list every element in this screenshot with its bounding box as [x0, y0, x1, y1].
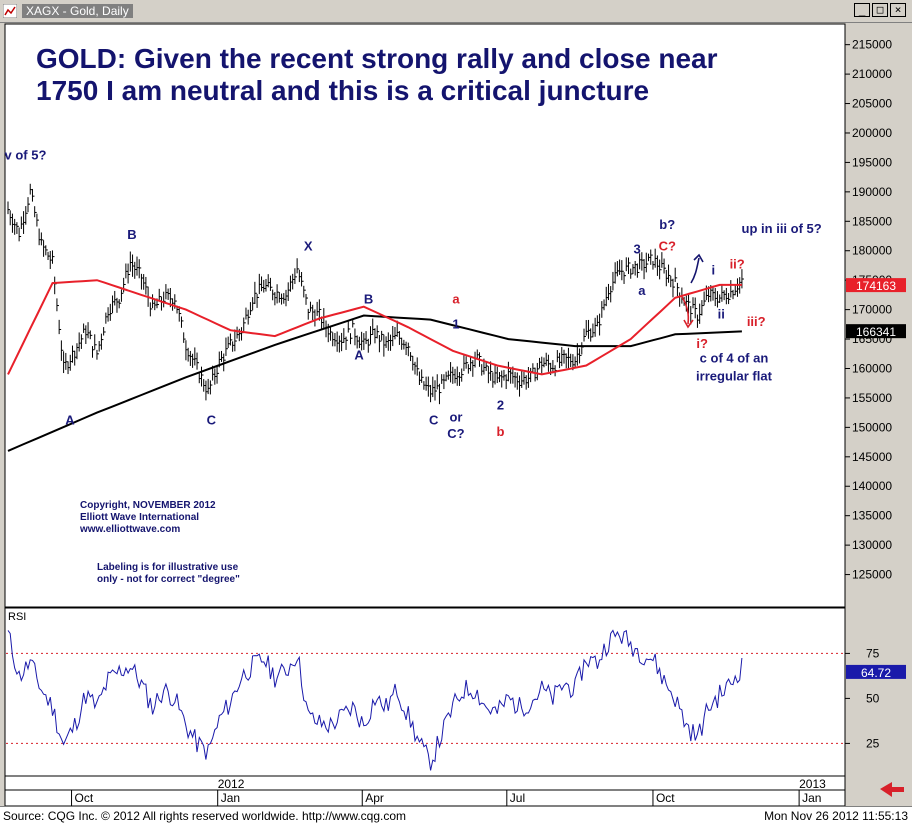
wave-label: 3	[633, 242, 640, 257]
wave-label: up in iii of 5?	[742, 221, 822, 236]
headline-line2: 1750 I am neutral and this is a critical…	[36, 75, 649, 106]
price-y-tick-label: 140000	[852, 479, 892, 493]
rsi-tag-label: 64.72	[861, 666, 891, 680]
restore-button[interactable]: □	[872, 3, 888, 17]
rsi-y-tick-label: 50	[866, 691, 880, 705]
wave-label: or	[449, 409, 462, 424]
wave-label: C?	[659, 239, 676, 254]
time-tick-label: Apr	[365, 791, 384, 805]
chart-app-icon	[3, 4, 17, 18]
year-label: 2012	[218, 777, 245, 791]
price-panel	[4, 23, 846, 608]
restore-icon: □	[876, 3, 884, 16]
price-y-tick-label: 180000	[852, 244, 892, 258]
last-price-tag-label: 166341	[856, 325, 896, 339]
wave-label: C	[207, 412, 217, 427]
price-y-tick-label: 205000	[852, 97, 892, 111]
rsi-tag-bg	[846, 664, 906, 679]
wave-label: C	[429, 412, 439, 427]
year-label: 2013	[799, 777, 826, 791]
wave-label: a	[638, 283, 646, 298]
time-tick-label: Oct	[656, 791, 675, 805]
wave-label: b	[496, 424, 504, 439]
price-bars	[7, 183, 744, 405]
last-price-tag	[846, 278, 906, 293]
time-tick-label: Jul	[510, 791, 525, 805]
wave-label: A	[65, 412, 75, 427]
disclaimer-line1: Labeling is for illustrative use	[97, 562, 239, 573]
close-button[interactable]: ×	[890, 3, 906, 17]
wave-label: b?	[659, 217, 675, 232]
last-price-tags: 174163 166341	[846, 278, 906, 339]
wave-label: iii?	[747, 314, 766, 329]
last-price-tag-label: 174163	[856, 279, 896, 293]
scroll-left-arrow-icon[interactable]	[880, 782, 904, 797]
price-y-tick-label: 195000	[852, 155, 892, 169]
up-arrow	[690, 253, 704, 284]
wave-label: X	[304, 239, 313, 254]
rsi-title: RSI	[8, 611, 26, 623]
wave-label: B	[127, 227, 136, 242]
wave-label: i	[712, 262, 716, 277]
time-tick-label: Jan	[221, 791, 240, 805]
price-y-tick-label: 130000	[852, 538, 892, 552]
price-y-tick-label: 215000	[852, 38, 892, 52]
wave-label: irregular flat	[696, 368, 773, 383]
price-y-tick-label: 200000	[852, 126, 892, 140]
time-tick-label: Oct	[75, 791, 94, 805]
wave-label: c of 4 of an	[700, 351, 769, 366]
price-y-tick-label: 150000	[852, 420, 892, 434]
minimize-icon: _	[858, 3, 866, 16]
close-icon: ×	[894, 3, 902, 16]
price-y-tick-label: 185000	[852, 214, 892, 228]
last-price-tag	[846, 324, 906, 339]
price-y-tick-label: 160000	[852, 361, 892, 375]
wave-label: 1	[452, 316, 459, 331]
minimize-button[interactable]: _	[854, 3, 870, 17]
wave-label: B	[364, 292, 373, 307]
wave-label: ii?	[730, 256, 745, 271]
wave-label: C?	[447, 426, 464, 441]
headline-line1: GOLD: Given the recent strong rally and …	[36, 43, 718, 74]
wave-label: i?	[696, 336, 708, 351]
wave-label: ii	[718, 306, 725, 321]
price-y-tick-label: 145000	[852, 450, 892, 464]
ma-fast-line	[7, 279, 742, 376]
rsi-panel	[4, 607, 846, 777]
rsi-y-axis: 25 50 75	[845, 646, 880, 750]
rsi-y-tick-label: 25	[866, 736, 880, 750]
copyright-line1: Copyright, NOVEMBER 2012	[80, 500, 216, 511]
copyright-line2: Elliott Wave International	[80, 512, 199, 523]
price-y-axis: 125000 130000 135000 140000 145000 150000 1550…	[845, 38, 892, 582]
rsi-y-tick-label: 75	[866, 646, 880, 660]
timestamp-text: Mon Nov 26 2012 11:55:13	[764, 809, 908, 823]
source-text: Source: CQG Inc. © 2012 All rights reser…	[3, 809, 407, 823]
disclaimer-line2: only - not for correct "degree"	[97, 574, 240, 585]
price-y-tick-label: 125000	[852, 568, 892, 582]
price-y-tick-label: 190000	[852, 185, 892, 199]
ma-slow-line	[7, 314, 742, 452]
wave-label: a	[452, 292, 460, 307]
wave-label: v of 5?	[5, 147, 47, 162]
price-y-tick-label: 210000	[852, 67, 892, 81]
price-y-tick-label: 170000	[852, 303, 892, 317]
status-bar: Source: CQG Inc. © 2012 All rights reser…	[0, 806, 912, 825]
window-title: XAGX - Gold, Daily	[22, 4, 133, 18]
time-tick-label: Jan	[802, 791, 821, 805]
copyright-line3: www.elliottwave.com	[79, 524, 180, 535]
rsi-last-value-tag: 64.72	[846, 664, 906, 680]
wave-label: 2	[497, 398, 504, 413]
price-y-tick-label: 155000	[852, 391, 892, 405]
time-axis	[4, 775, 846, 806]
wave-label: A	[354, 348, 364, 363]
rsi-line	[7, 629, 743, 771]
window-titlebar: XAGX - Gold, Daily _ □ ×	[0, 0, 912, 23]
down-arrow	[681, 296, 694, 329]
price-y-tick-label: 135000	[852, 509, 892, 523]
